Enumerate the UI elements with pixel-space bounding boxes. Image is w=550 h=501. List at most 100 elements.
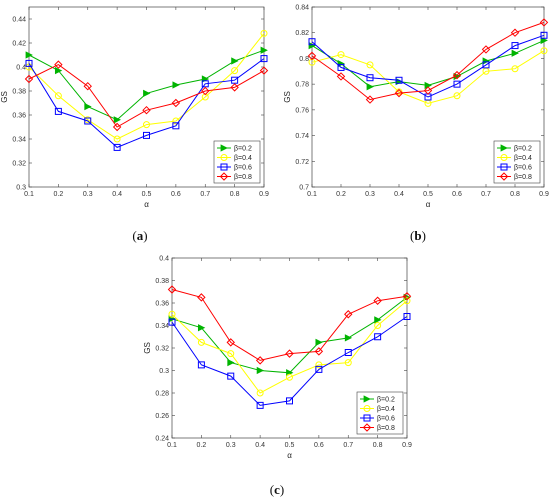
data-point xyxy=(260,29,268,37)
series-2 xyxy=(25,55,268,151)
data-point xyxy=(366,61,374,69)
x-axis-label: α xyxy=(144,200,149,209)
series-3 xyxy=(307,18,549,104)
x-tick-label: 0.5 xyxy=(423,191,433,198)
data-point xyxy=(307,51,317,61)
y-tick-label: 0.3 xyxy=(159,368,169,375)
x-tick-label: 0.2 xyxy=(54,191,64,198)
x-tick-label: 0.8 xyxy=(230,191,240,198)
legend-entry: β=0.2 xyxy=(514,146,532,153)
y-tick-label: 0.24 xyxy=(155,436,169,443)
data-point xyxy=(256,389,264,397)
x-tick-label: 0.8 xyxy=(373,442,383,449)
legend-entry: β=0.8 xyxy=(514,174,532,181)
data-point xyxy=(167,285,177,294)
data-point xyxy=(113,135,121,143)
data-point xyxy=(142,105,151,115)
legend: β=0.2 β=0.4 β=0.6 β=0.8 xyxy=(493,140,541,184)
series-line xyxy=(28,58,265,148)
data-point xyxy=(308,41,316,50)
legend: β=0.2 β=0.4 β=0.6 β=0.8 xyxy=(356,391,404,435)
data-point xyxy=(84,102,92,111)
data-point xyxy=(403,297,411,305)
data-point xyxy=(143,131,150,139)
data-point xyxy=(337,51,345,59)
legend-entry: β=0.8 xyxy=(234,174,252,181)
x-tick-label: 0.7 xyxy=(481,191,491,198)
data-point xyxy=(113,143,121,151)
data-point xyxy=(453,80,461,88)
data-point xyxy=(231,57,239,65)
data-point xyxy=(54,60,63,69)
data-point xyxy=(366,83,374,91)
data-point xyxy=(402,292,412,301)
data-point xyxy=(285,349,294,358)
data-point xyxy=(25,51,33,59)
legend-marker xyxy=(219,172,229,181)
data-point xyxy=(453,92,461,100)
legend-entry: β=0.8 xyxy=(377,425,395,432)
x-tick-label: 0.4 xyxy=(394,191,404,198)
x-tick-label: 0.6 xyxy=(171,191,181,198)
x-tick-label: 0.1 xyxy=(167,442,177,449)
legend-entry: β=0.6 xyxy=(377,416,395,423)
data-point xyxy=(256,366,265,375)
data-point xyxy=(540,36,548,45)
series-line xyxy=(28,33,265,140)
data-point xyxy=(227,358,235,367)
legend-entry: β=0.4 xyxy=(234,155,252,162)
x-tick-label: 0.1 xyxy=(24,191,34,198)
data-point xyxy=(231,67,239,75)
y-tick-label: 0.34 xyxy=(12,137,26,144)
y-tick-label: 0.38 xyxy=(12,89,26,96)
series-line xyxy=(171,316,408,406)
x-tick-label: 0.8 xyxy=(510,191,520,198)
legend-marker xyxy=(499,172,509,181)
legend-marker xyxy=(500,163,508,171)
data-point xyxy=(395,88,403,96)
legend-entry: β=0.4 xyxy=(377,406,395,413)
panel-caption: (c) xyxy=(270,482,284,497)
y-axis-label: GS xyxy=(0,91,9,103)
data-point xyxy=(256,401,264,409)
data-point xyxy=(259,66,269,75)
legend-entry: β=0.6 xyxy=(234,165,252,172)
y-tick-label: 0.76 xyxy=(295,107,309,114)
x-tick-label: 0.3 xyxy=(226,442,236,449)
x-tick-label: 0.9 xyxy=(539,191,549,198)
legend-marker xyxy=(362,423,372,432)
data-point xyxy=(286,373,293,381)
series-1 xyxy=(25,29,268,143)
y-tick-label: 0.3 xyxy=(16,185,26,192)
x-tick-label: 0.7 xyxy=(200,191,210,198)
series-line xyxy=(311,21,545,101)
data-point xyxy=(227,350,235,358)
data-point xyxy=(54,66,63,75)
y-axis-label: GS xyxy=(283,91,292,103)
data-point xyxy=(84,117,92,125)
data-point xyxy=(315,361,323,369)
x-tick-label: 0.4 xyxy=(255,442,265,449)
data-point xyxy=(112,122,122,132)
data-point xyxy=(344,334,353,342)
data-point xyxy=(83,81,92,91)
y-tick-label: 0.42 xyxy=(12,41,26,48)
y-tick-label: 0.8 xyxy=(299,56,309,63)
data-point xyxy=(395,76,403,84)
data-point xyxy=(510,28,520,37)
series-1 xyxy=(308,47,548,107)
x-tick-label: 0.9 xyxy=(259,191,269,198)
legend-marker xyxy=(500,154,508,161)
x-tick-label: 0.4 xyxy=(112,191,122,198)
chart-c: 0.24 0.26 0.28 0.3 0.32 0.34 0.36 0.38 0.4 0.1 0.2… xyxy=(143,256,412,498)
y-tick-label: 0.32 xyxy=(155,346,169,353)
y-axis-label: GS xyxy=(143,342,152,354)
y-tick-label: 0.78 xyxy=(295,82,309,89)
legend-entry: β=0.6 xyxy=(514,165,532,172)
data-point xyxy=(172,81,180,89)
data-point xyxy=(344,359,352,367)
data-point xyxy=(172,122,180,130)
y-tick-label: 0.74 xyxy=(295,133,309,140)
y-tick-label: 0.34 xyxy=(155,323,169,330)
